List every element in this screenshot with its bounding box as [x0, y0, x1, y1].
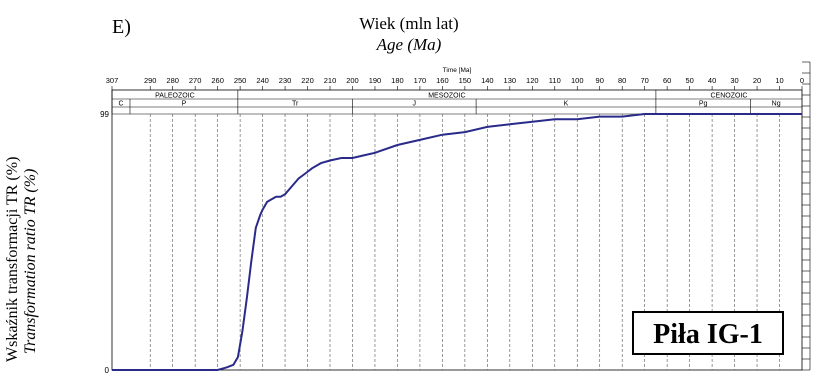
x-tick-label: 70 [640, 76, 648, 85]
x-tick-label: 50 [685, 76, 693, 85]
era-label: MESOZOIC [428, 93, 465, 100]
period-label: C [118, 101, 123, 108]
x-tick-label: 10 [775, 76, 783, 85]
x-tick-label: 260 [211, 76, 224, 85]
x-tick-label: 170 [414, 76, 427, 85]
era-label: CENOZOIC [710, 93, 747, 100]
x-tick-label: 110 [549, 76, 561, 85]
panel-label: E) [112, 16, 131, 38]
period-label: P [182, 101, 187, 108]
x-tick-label: 60 [663, 76, 671, 85]
x-tick-label: 290 [144, 76, 157, 85]
period-label: Tr [292, 101, 299, 108]
x-tick-label: 120 [526, 76, 539, 85]
period-label: Pg [699, 101, 708, 108]
period-label: J [413, 101, 417, 108]
x-tick-label: 140 [481, 76, 494, 85]
y-tick-label: 99 [100, 110, 109, 119]
well-name-box: Piła IG-1 [632, 311, 784, 355]
x-tick-label: 307 [106, 76, 119, 85]
x-tick-label: 220 [301, 76, 314, 85]
era-label: PALEOZOIC [155, 93, 195, 100]
x-tick-label: 250 [234, 76, 247, 85]
plot-frame [111, 89, 803, 371]
x-tick-label: 130 [504, 76, 517, 85]
x-tick-label: 30 [730, 76, 738, 85]
x-tick-label: 210 [324, 76, 337, 85]
x-tick-label: 240 [256, 76, 269, 85]
period-label: K [564, 101, 569, 108]
period-label: Ng [772, 101, 781, 108]
x-tick-label: 20 [753, 76, 761, 85]
x-tick-label: 270 [189, 76, 202, 85]
x-tick-label: 160 [436, 76, 449, 85]
x-tick-label: 40 [708, 76, 716, 85]
y-tick-label: 0 [105, 366, 110, 374]
x-tick-label: 150 [459, 76, 472, 85]
series-line [112, 113, 802, 371]
chart-subtitle: Age (Ma) [376, 35, 442, 54]
x-tick-label: 90 [596, 76, 604, 85]
x-tick-label: 100 [571, 76, 584, 85]
x-tick-label: 0 [800, 76, 804, 85]
x-tick-label: 190 [369, 76, 382, 85]
x-tick-label: 180 [391, 76, 404, 85]
x-tick-label: 200 [346, 76, 359, 85]
x-tick-label: 80 [618, 76, 626, 85]
x-tick-label: 280 [166, 76, 179, 85]
chart-title: Wiek (mln lat) [359, 14, 459, 33]
x-axis-caption: Time [Ma] [443, 67, 472, 74]
x-tick-label: 230 [279, 76, 292, 85]
